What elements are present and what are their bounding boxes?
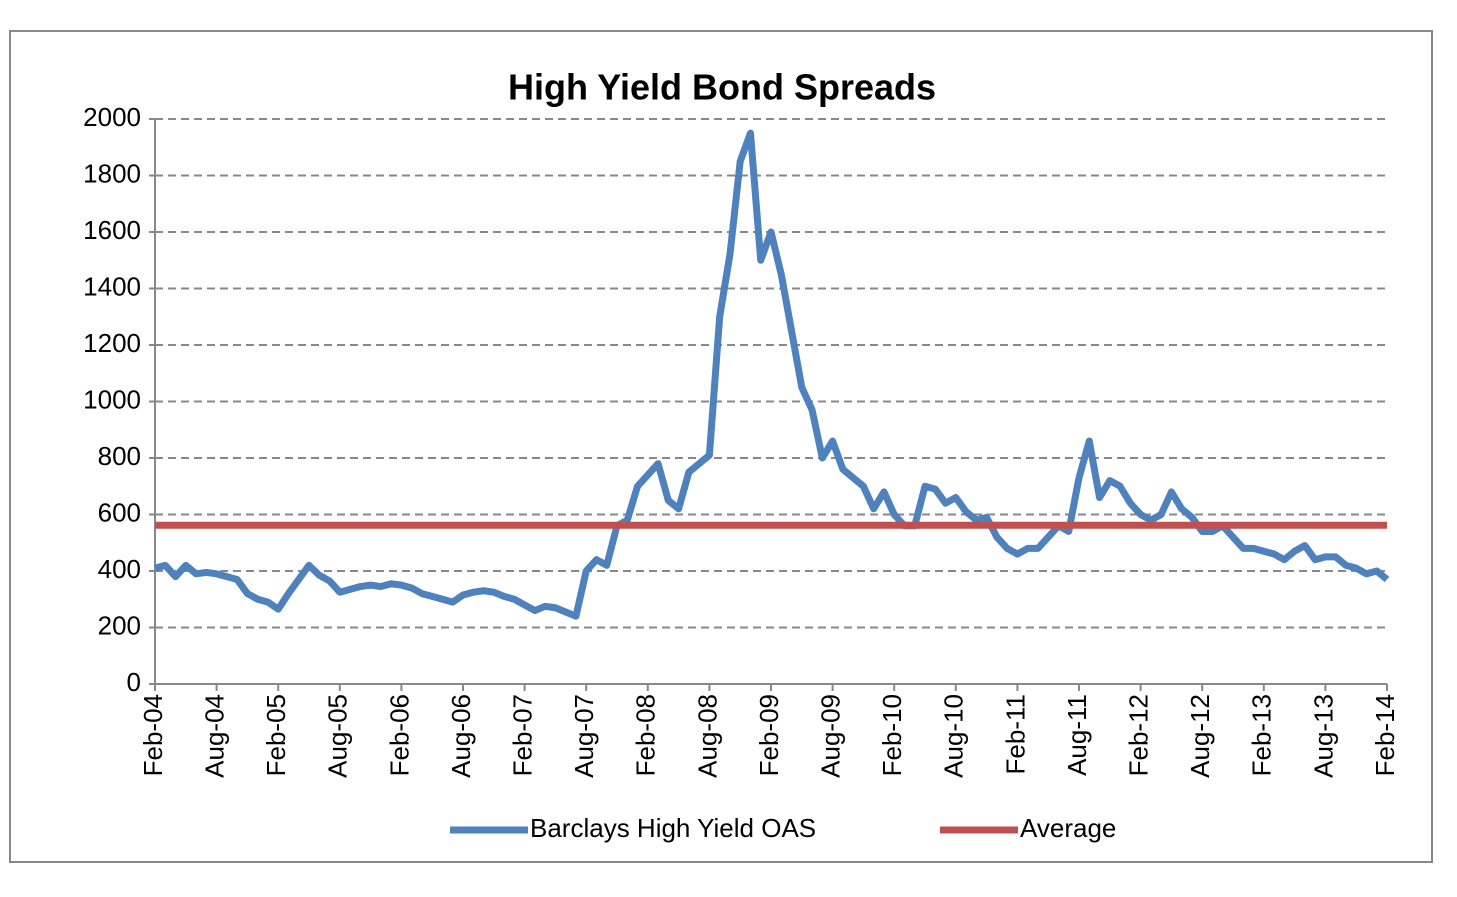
- x-tick-label: Feb-10: [877, 694, 907, 776]
- x-tick-label: Aug-07: [569, 694, 599, 778]
- x-tick-label: Feb-04: [138, 694, 168, 776]
- chart-title: High Yield Bond Spreads: [508, 67, 936, 108]
- y-tick-label: 1000: [83, 384, 141, 414]
- x-tick-label: Feb-11: [1000, 694, 1030, 774]
- y-tick-label: 2000: [83, 102, 141, 132]
- x-tick-label: Aug-08: [692, 694, 722, 778]
- y-tick-label: 1200: [83, 328, 141, 358]
- x-tick-label: Aug-05: [323, 694, 353, 778]
- y-tick-label: 1800: [83, 158, 141, 188]
- y-tick-label: 800: [98, 441, 141, 471]
- data-line: [154, 129, 1390, 620]
- x-tick-label: Feb-07: [507, 694, 537, 776]
- x-tick-label: Aug-04: [199, 694, 229, 778]
- x-tick-label: Feb-06: [384, 694, 414, 776]
- x-tick-label: Aug-10: [939, 694, 969, 778]
- x-tick-label: Feb-09: [754, 694, 784, 776]
- legend-label: Barclays High Yield OAS: [530, 813, 816, 843]
- y-tick-label: 1600: [83, 215, 141, 245]
- y-tick-label: 1400: [83, 271, 141, 301]
- x-tick-label: Aug-13: [1308, 694, 1338, 778]
- x-tick-label: Aug-09: [815, 694, 845, 778]
- y-tick-label: 600: [98, 497, 141, 527]
- chart-border: [9, 30, 1433, 863]
- y-tick-label: 0: [127, 667, 141, 697]
- y-tick-label: 200: [98, 610, 141, 640]
- x-tick-label: Aug-06: [446, 694, 476, 778]
- x-tick-label: Feb-08: [631, 694, 661, 776]
- x-tick-label: Aug-12: [1185, 694, 1215, 778]
- y-tick-label: 400: [98, 554, 141, 584]
- x-tick-label: Feb-12: [1123, 694, 1153, 776]
- x-tick-label: Feb-13: [1247, 694, 1277, 776]
- x-tick-label: Feb-14: [1370, 694, 1400, 776]
- x-tick-label: Aug-11: [1062, 694, 1092, 776]
- x-tick-label: Feb-05: [261, 694, 291, 776]
- legend-label: Average: [1020, 813, 1116, 843]
